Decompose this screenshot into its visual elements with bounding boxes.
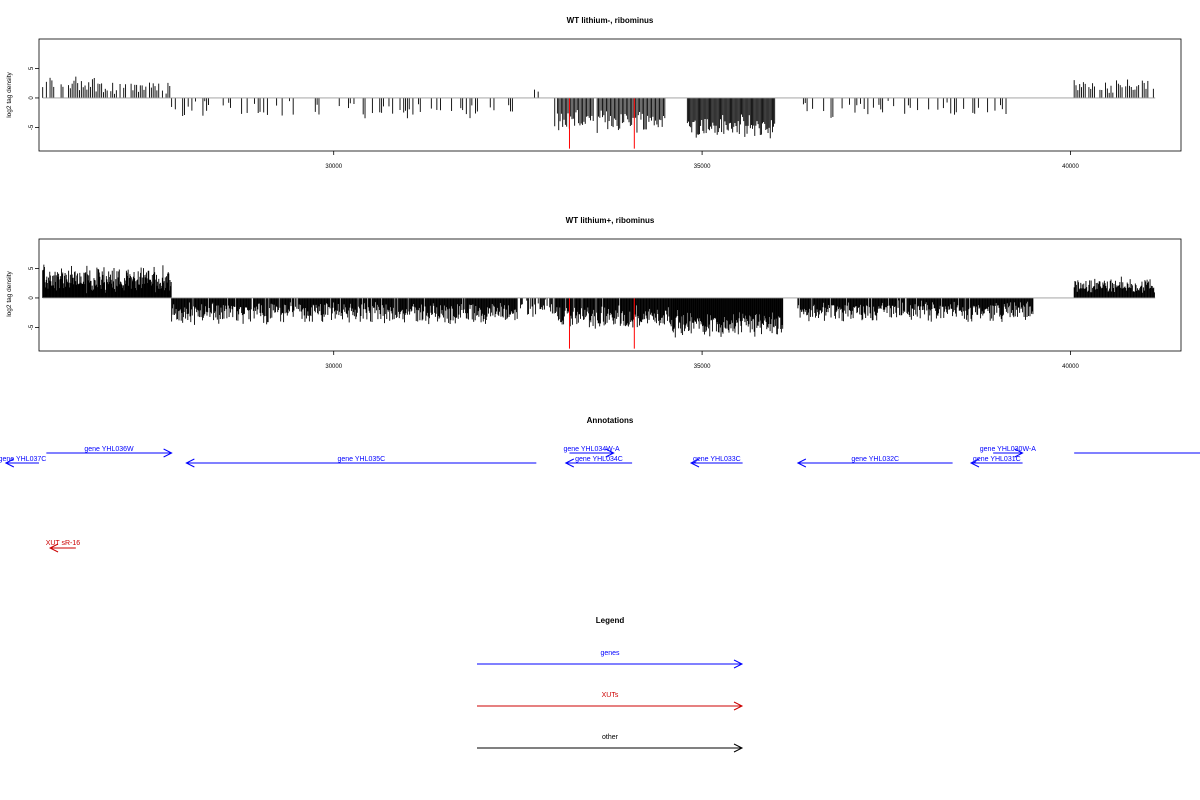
- panel-title: WT lithium+, ribominus: [566, 216, 655, 225]
- legend-item: genes: [477, 650, 744, 669]
- arrow-head: [969, 458, 980, 468]
- xut-annotation: XUT sR-16: [46, 540, 81, 553]
- x-tick-label: 40000: [1062, 164, 1079, 170]
- y-tick-label: 5: [29, 66, 35, 70]
- arrow-head: [564, 458, 575, 468]
- gene-label: gene YHL034W-A: [563, 446, 619, 453]
- gene-label: gene YHL036W: [84, 446, 134, 453]
- legend-title: Legend: [596, 616, 625, 625]
- gene-label: gene YHL037C: [0, 456, 46, 463]
- density-bars: [42, 76, 1154, 139]
- arrow-head: [163, 448, 173, 458]
- gene-annotation: gene YHL031C: [969, 456, 1023, 468]
- arrow-head: [689, 458, 700, 468]
- legend-label: genes: [600, 650, 620, 657]
- legend-items: genes XUTs other: [477, 650, 744, 753]
- arrow-head: [4, 458, 15, 468]
- xut-arrows: XUT sR-16: [46, 540, 81, 553]
- plot-frame: [38, 238, 1182, 352]
- gene-annotation: gene YHL037C: [0, 456, 46, 468]
- y-axis-label: log2 tag density: [6, 270, 13, 316]
- gene-annotation: gene YHL034W-A: [563, 446, 620, 458]
- density-bars: [42, 264, 1155, 338]
- gene-label: gene YHL031C: [973, 456, 1021, 463]
- y-tick-label: -5: [29, 124, 35, 130]
- gene-annotation: gene YHL035C: [185, 456, 537, 468]
- arrow-head: [1014, 448, 1024, 458]
- legend: Legend genes XUTs other: [477, 616, 744, 753]
- arrow-head: [48, 543, 59, 553]
- legend-label: other: [602, 734, 619, 741]
- axes: 30000 35000 40000 -5 0 5: [29, 66, 1156, 170]
- gene-label: gene YHL032C: [851, 456, 899, 463]
- highlight-marks: [568, 297, 635, 349]
- plot-frame: [38, 38, 1182, 152]
- panel-wt-lithium-minus: WT lithium-, ribominus log2 tag density …: [6, 16, 1182, 170]
- highlight-marks: [568, 97, 635, 149]
- legend-item: other: [477, 734, 744, 753]
- x-tick-label: 30000: [325, 364, 342, 370]
- arrow-head: [733, 701, 744, 711]
- y-tick-label: 0: [29, 296, 35, 300]
- axes: 30000 35000 40000 -5 0 5: [29, 266, 1156, 370]
- gene-annotation: gene YHL036W: [46, 446, 173, 458]
- x-tick-label: 30000: [325, 164, 342, 170]
- x-tick-label: 35000: [694, 364, 711, 370]
- gene-annotation: gene YHL032C: [796, 456, 953, 468]
- panel-wt-lithium-plus: WT lithium+, ribominus log2 tag density …: [6, 216, 1182, 370]
- gene-annotation: gene YHL034C: [564, 456, 633, 468]
- gene-arrows: gene YHL037C gene YHL036W gene YHL035C gene…: [0, 446, 1200, 468]
- x-tick-label: 35000: [694, 164, 711, 170]
- gene-annotation: gene YHL030W-A: [980, 446, 1036, 458]
- arrow-head: [185, 458, 195, 468]
- arrow-head: [796, 458, 807, 468]
- xut-label: XUT sR-16: [46, 540, 81, 547]
- gene-label: gene YHL034C: [575, 456, 623, 463]
- gene-label: gene YHL030W-A: [980, 446, 1036, 453]
- annotations-title: Annotations: [587, 416, 634, 425]
- legend-item: XUTs: [477, 692, 744, 711]
- panel-title: WT lithium-, ribominus: [567, 16, 654, 25]
- gene-annotation: gene YHL033C: [689, 456, 743, 468]
- arrow-head: [733, 743, 744, 753]
- arrow-head: [605, 448, 615, 458]
- legend-label: XUTs: [602, 692, 619, 699]
- x-tick-label: 40000: [1062, 364, 1079, 370]
- gene-label: gene YHL035C: [337, 456, 385, 463]
- arrow-head: [733, 659, 744, 669]
- y-axis-label: log2 tag density: [6, 71, 13, 117]
- gene-label: gene YHL033C: [693, 456, 741, 463]
- y-tick-label: 5: [29, 266, 35, 270]
- y-tick-label: -5: [29, 324, 35, 330]
- y-tick-label: 0: [29, 96, 35, 100]
